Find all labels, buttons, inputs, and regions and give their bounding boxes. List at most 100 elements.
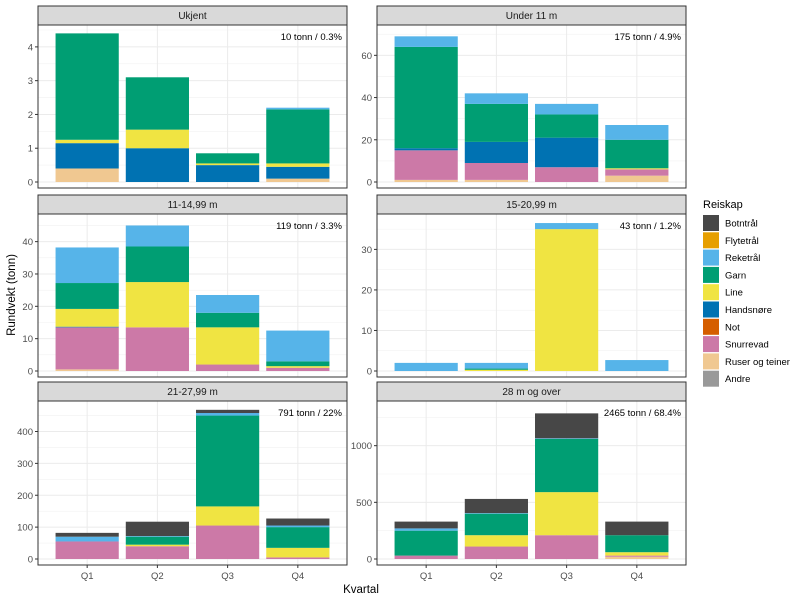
bar-garn-q2 [125, 536, 189, 545]
bar-botntral-q4 [266, 518, 330, 526]
bar-line-q2 [125, 282, 189, 328]
legend-item-not: Not [703, 318, 740, 335]
y-tick-label: 40 [22, 237, 33, 248]
bar-reketral-q2 [464, 93, 528, 104]
bars [55, 225, 330, 371]
bar-reketral-q1 [55, 536, 119, 542]
legend-swatch [703, 301, 719, 318]
panel-annotation: 791 tonn / 22% [278, 408, 342, 419]
bar-garn-q4 [605, 535, 669, 553]
bar-handsnore-q1 [55, 326, 119, 328]
panel-border [376, 213, 687, 378]
bar-handsnore-q4 [266, 166, 330, 179]
bar-garn-q4 [266, 109, 330, 164]
bar-reketral-q4 [266, 107, 330, 110]
legend-item-andre: Andre [703, 370, 750, 387]
bar-reketral-q2 [125, 536, 189, 537]
bar-reketral-q2 [125, 225, 189, 247]
bar-line-q3 [196, 327, 260, 365]
bar-reketral-q1 [394, 528, 458, 531]
y-tick-label: 500 [356, 498, 372, 509]
bars [394, 36, 669, 182]
legend-label: Ruser og teiner [725, 357, 790, 368]
y-tick-label: 30 [22, 269, 33, 280]
bar-botntral-q2 [464, 498, 528, 514]
x-tick-label: Q3 [560, 571, 573, 582]
bar-snurrevad-q4 [266, 367, 330, 371]
y-tick-label: 0 [28, 367, 33, 378]
bar-reketral-q3 [196, 295, 260, 313]
panel-annotation: 43 tonn / 1.2% [620, 221, 682, 232]
bar-garn-q1 [394, 530, 458, 556]
y-tick-label: 3 [28, 76, 33, 87]
bar-botntral-q4 [605, 521, 669, 536]
bar-snurrevad-q3 [196, 364, 260, 371]
facet-panels: Ukjent 10 tonn / 0.3% 0 1 2 3 4 Under 11 m 175 t… [17, 5, 687, 582]
bar-line-q3 [196, 163, 260, 166]
panel-title: Under 11 m [506, 11, 558, 22]
y-axis-title: Rundvekt (tonn) [6, 254, 18, 336]
y-tick-label: 2 [28, 110, 33, 121]
legend-item-snurrevad: Snurrevad [703, 336, 769, 353]
bar-line-q1 [55, 139, 119, 144]
bar-line-q2 [464, 535, 528, 547]
legend-swatch [703, 336, 719, 353]
y-tick-label: 60 [361, 51, 372, 62]
bar-line-q4 [605, 168, 669, 170]
legend: Reiskap Botntrål Flytetrål Reketrål Garn Lin… [703, 199, 790, 387]
legend-item-reketral: Reketrål [703, 249, 760, 266]
bar-garn-q1 [394, 46, 458, 149]
bar-reketral-q3 [535, 438, 599, 439]
panel-annotation: 10 tonn / 0.3% [281, 32, 343, 43]
legend-label: Andre [725, 374, 750, 385]
bar-ruser-og-teiner-q1 [55, 369, 119, 371]
bar-reketral-q4 [266, 525, 330, 528]
legend-label: Line [725, 288, 743, 299]
bar-reketral-q3 [535, 223, 599, 230]
x-tick-label: Q4 [291, 571, 304, 582]
bar-line-q4 [266, 163, 330, 167]
bar-reketral-q3 [196, 413, 260, 416]
legend-swatch [703, 318, 719, 335]
bar-line-q4 [266, 366, 330, 368]
panel-title: 21-27,99 m [167, 387, 218, 398]
y-tick-label: 1000 [351, 441, 372, 452]
bar-botntral-q3 [535, 413, 599, 439]
legend-item-line: Line [703, 284, 743, 301]
bar-reketral-q2 [464, 513, 528, 514]
panel-title: 11-14,99 m [168, 200, 218, 211]
y-tick-label: 20 [361, 135, 372, 146]
bars [55, 33, 330, 182]
y-tick-label: 10 [22, 334, 33, 345]
legend-title: Reiskap [703, 199, 743, 211]
bar-garn-q2 [125, 77, 189, 130]
panel-annotation: 119 tonn / 3.3% [276, 221, 342, 232]
bar-ruser-og-teiner-q4 [266, 178, 330, 182]
legend-swatch [703, 249, 719, 266]
bar-snurrevad-q1 [55, 541, 119, 559]
bar-botntral-q1 [394, 521, 458, 529]
bar-botntral-q2 [125, 521, 189, 537]
bar-snurrevad-q4 [605, 169, 669, 176]
bar-handsnore-q1 [394, 148, 458, 151]
bar-snurrevad-q2 [464, 546, 528, 559]
y-axis: 0 10 20 30 [361, 245, 377, 378]
bar-reketral-q4 [266, 330, 330, 362]
bar-reketral-q4 [605, 360, 669, 371]
y-axis: 0 1 2 3 4 [28, 42, 38, 189]
bar-garn-q3 [196, 153, 260, 164]
legend-label: Snurrevad [725, 340, 769, 351]
bar-reketral-q1 [394, 362, 458, 371]
legend-label: Reketrål [725, 253, 760, 264]
y-tick-label: 10 [361, 326, 372, 337]
legend-label: Handsnøre [725, 305, 772, 316]
bar-ruser-og-teiner-q4 [605, 556, 669, 559]
bars [55, 409, 330, 559]
x-axis-title: Kvartal [343, 584, 379, 596]
y-axis: 0 500 1000 [351, 441, 377, 566]
panel-title: 15-20,99 m [506, 200, 557, 211]
bar-line-q3 [535, 229, 599, 371]
y-tick-label: 0 [367, 367, 372, 378]
